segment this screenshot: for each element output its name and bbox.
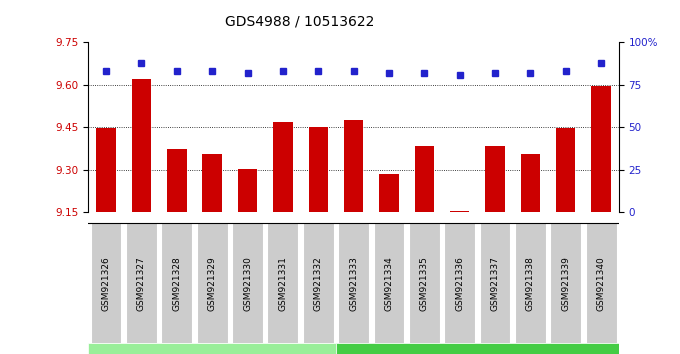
Bar xyxy=(521,154,540,212)
FancyBboxPatch shape xyxy=(232,222,263,345)
Text: GSM921330: GSM921330 xyxy=(243,256,252,310)
Bar xyxy=(273,122,292,212)
Bar xyxy=(238,169,257,212)
FancyBboxPatch shape xyxy=(373,222,405,345)
FancyBboxPatch shape xyxy=(88,343,336,354)
FancyBboxPatch shape xyxy=(550,222,581,345)
Text: GSM921340: GSM921340 xyxy=(596,256,606,310)
FancyBboxPatch shape xyxy=(409,222,440,345)
Bar xyxy=(486,146,505,212)
FancyBboxPatch shape xyxy=(303,222,334,345)
FancyBboxPatch shape xyxy=(197,222,228,345)
Text: GSM921338: GSM921338 xyxy=(526,256,535,310)
Text: GSM921331: GSM921331 xyxy=(278,256,288,310)
Text: GSM921327: GSM921327 xyxy=(137,256,146,310)
Bar xyxy=(592,86,611,212)
Text: GSM921334: GSM921334 xyxy=(384,256,394,310)
FancyBboxPatch shape xyxy=(479,222,511,345)
Text: GSM921326: GSM921326 xyxy=(101,256,111,310)
Bar xyxy=(379,174,398,212)
Bar xyxy=(556,128,575,212)
Text: GSM921336: GSM921336 xyxy=(455,256,464,310)
Bar xyxy=(309,127,328,212)
FancyBboxPatch shape xyxy=(444,222,475,345)
Bar xyxy=(415,146,434,212)
FancyBboxPatch shape xyxy=(267,222,299,345)
Text: GSM921339: GSM921339 xyxy=(561,256,571,310)
Text: GSM921332: GSM921332 xyxy=(313,256,323,310)
Text: GSM921333: GSM921333 xyxy=(349,256,358,310)
FancyBboxPatch shape xyxy=(585,222,617,345)
FancyBboxPatch shape xyxy=(336,343,619,354)
Bar xyxy=(203,154,222,212)
FancyBboxPatch shape xyxy=(161,222,192,345)
Text: GSM921337: GSM921337 xyxy=(490,256,500,310)
Bar xyxy=(97,128,116,212)
Bar xyxy=(450,211,469,212)
Text: GDS4988 / 10513622: GDS4988 / 10513622 xyxy=(224,14,374,28)
FancyBboxPatch shape xyxy=(90,222,122,345)
Text: GSM921335: GSM921335 xyxy=(420,256,429,310)
Bar xyxy=(167,149,186,212)
Bar xyxy=(132,79,151,212)
FancyBboxPatch shape xyxy=(515,222,546,345)
Text: GSM921328: GSM921328 xyxy=(172,256,182,310)
Bar xyxy=(344,120,363,212)
Text: GSM921329: GSM921329 xyxy=(207,256,217,310)
FancyBboxPatch shape xyxy=(338,222,369,345)
FancyBboxPatch shape xyxy=(126,222,157,345)
